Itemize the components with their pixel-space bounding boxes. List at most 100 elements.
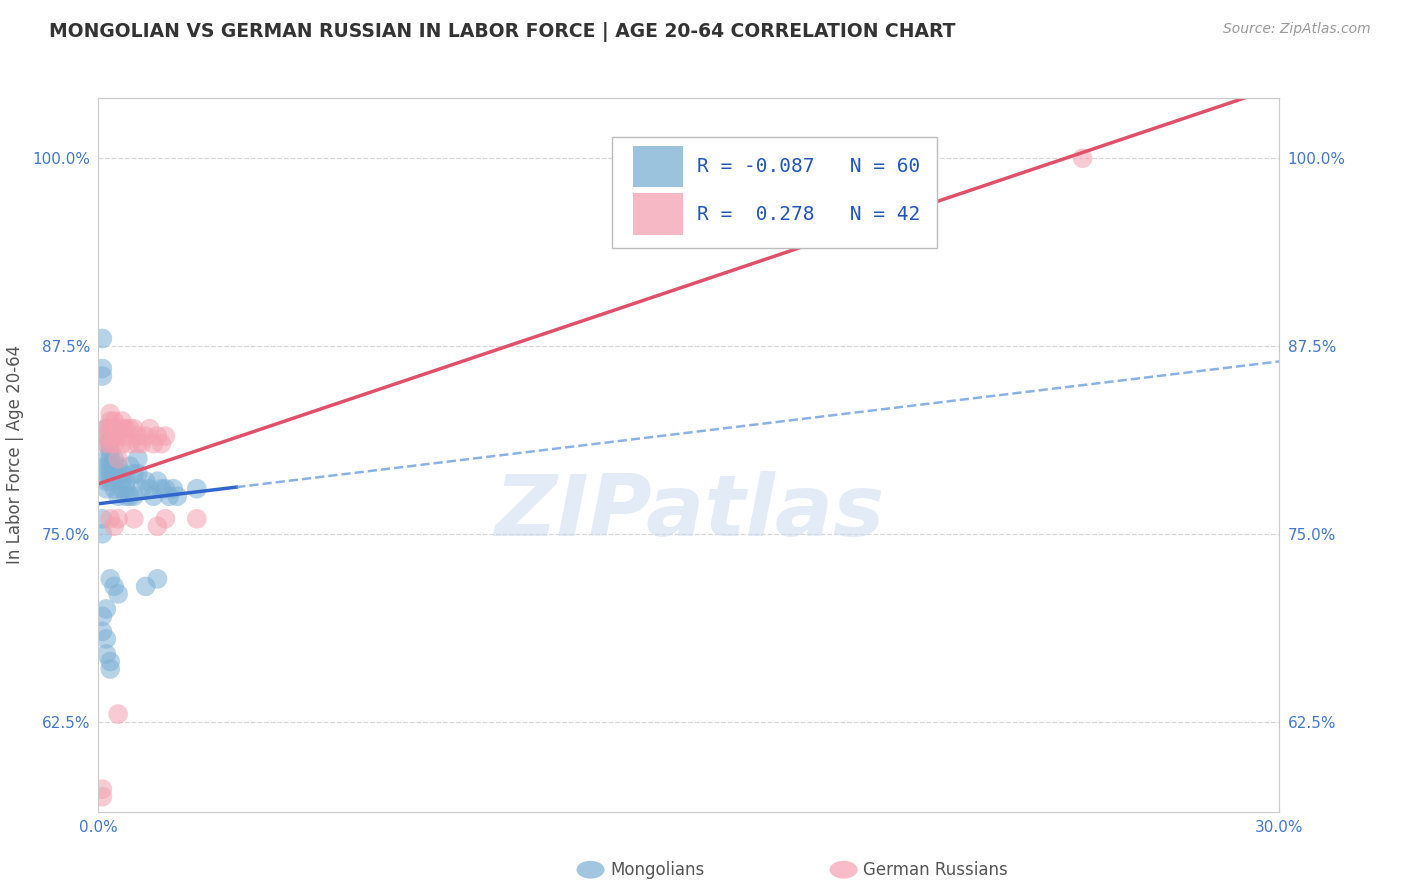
Point — [162, 482, 184, 496]
Point — [122, 467, 145, 481]
Point — [118, 489, 141, 503]
Point — [91, 331, 114, 345]
Point — [115, 482, 138, 496]
Point — [96, 429, 118, 443]
Point — [118, 459, 141, 474]
Point — [150, 436, 173, 450]
Y-axis label: In Labor Force | Age 20-64: In Labor Force | Age 20-64 — [6, 345, 24, 565]
Text: Source: ZipAtlas.com: Source: ZipAtlas.com — [1223, 22, 1371, 37]
Point — [135, 579, 157, 593]
Point — [96, 647, 118, 661]
Text: Mongolians: Mongolians — [610, 861, 704, 879]
Point — [107, 512, 129, 526]
Point — [91, 609, 114, 624]
Point — [115, 429, 138, 443]
Point — [131, 436, 153, 450]
Point — [96, 451, 118, 466]
Point — [142, 436, 165, 450]
Text: R =  0.278   N = 42: R = 0.278 N = 42 — [697, 204, 921, 224]
Point — [107, 459, 129, 474]
Point — [96, 474, 118, 488]
Point — [138, 482, 160, 496]
Point — [135, 474, 157, 488]
Point — [103, 451, 125, 466]
Point — [150, 482, 173, 496]
Point — [107, 587, 129, 601]
Point — [146, 572, 169, 586]
Point — [96, 422, 118, 436]
Point — [98, 662, 121, 676]
Point — [118, 436, 141, 450]
Point — [111, 467, 134, 481]
Point — [186, 482, 208, 496]
Point — [96, 632, 118, 646]
Point — [111, 422, 134, 436]
Point — [107, 451, 129, 466]
Point — [98, 572, 121, 586]
Point — [107, 707, 129, 722]
Point — [107, 489, 129, 503]
Point — [118, 422, 141, 436]
Point — [186, 512, 208, 526]
Point — [98, 459, 121, 474]
Point — [146, 429, 169, 443]
Point — [103, 429, 125, 443]
Point — [115, 474, 138, 488]
Point — [98, 467, 121, 481]
Point — [98, 444, 121, 458]
Point — [138, 422, 160, 436]
Point — [115, 422, 138, 436]
Point — [103, 414, 125, 428]
Text: German Russians: German Russians — [863, 861, 1008, 879]
Point — [157, 489, 180, 503]
Point — [107, 467, 129, 481]
Point — [96, 436, 118, 450]
Point — [96, 467, 118, 481]
Point — [98, 436, 121, 450]
Point — [91, 789, 114, 804]
Point — [122, 489, 145, 503]
Point — [98, 512, 121, 526]
Point — [96, 459, 118, 474]
Text: MONGOLIAN VS GERMAN RUSSIAN IN LABOR FORCE | AGE 20-64 CORRELATION CHART: MONGOLIAN VS GERMAN RUSSIAN IN LABOR FOR… — [49, 22, 956, 42]
Point — [127, 451, 149, 466]
Point — [146, 519, 169, 533]
Point — [131, 482, 153, 496]
Point — [91, 512, 114, 526]
Point — [98, 655, 121, 669]
Point — [142, 489, 165, 503]
Point — [122, 512, 145, 526]
Point — [98, 422, 121, 436]
FancyBboxPatch shape — [612, 137, 936, 248]
Point — [91, 782, 114, 797]
Point — [91, 526, 114, 541]
Point — [146, 474, 169, 488]
Point — [111, 474, 134, 488]
Text: ZIPatlas: ZIPatlas — [494, 470, 884, 554]
Point — [103, 579, 125, 593]
Point — [111, 436, 134, 450]
Point — [96, 436, 118, 450]
FancyBboxPatch shape — [634, 194, 683, 235]
Point — [91, 369, 114, 384]
Point — [103, 467, 125, 481]
Point — [1071, 151, 1094, 165]
Point — [103, 436, 125, 450]
Point — [135, 429, 157, 443]
Point — [96, 422, 118, 436]
Point — [115, 489, 138, 503]
Point — [96, 482, 118, 496]
Point — [98, 436, 121, 450]
Point — [155, 429, 177, 443]
Point — [96, 602, 118, 616]
Point — [127, 429, 149, 443]
Point — [103, 482, 125, 496]
Point — [122, 422, 145, 436]
Point — [103, 519, 125, 533]
Point — [103, 422, 125, 436]
Point — [111, 414, 134, 428]
Point — [98, 407, 121, 421]
Point — [155, 512, 177, 526]
Point — [91, 624, 114, 639]
Point — [103, 459, 125, 474]
